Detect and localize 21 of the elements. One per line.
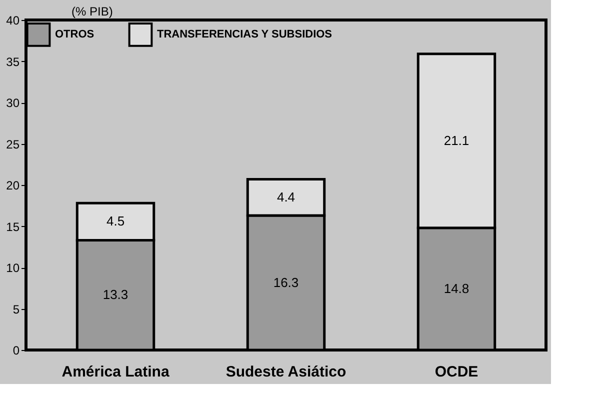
legend-label: TRANSFERENCIAS Y SUBSIDIOS bbox=[157, 28, 332, 41]
y-tick-label: 10 bbox=[6, 261, 20, 275]
y-tick-label: 0 bbox=[12, 344, 20, 358]
y-tick-label: 40 bbox=[6, 14, 20, 28]
data-label: 21.1 bbox=[444, 132, 470, 148]
y-axis-title: (% PIB) bbox=[72, 4, 113, 18]
y-tick-label: 15 bbox=[6, 220, 20, 234]
data-label: 16.3 bbox=[273, 274, 299, 290]
y-tick-label: 25 bbox=[6, 137, 20, 152]
y-tick-label: 20 bbox=[6, 178, 20, 192]
y-tick-label: 30 bbox=[6, 96, 20, 110]
x-tick-label: OCDE bbox=[434, 364, 478, 380]
y-tick-label: 35 bbox=[6, 54, 20, 69]
x-tick-label: Sudeste Asiático bbox=[226, 364, 346, 380]
data-label: 4.5 bbox=[106, 214, 125, 229]
data-label: 14.8 bbox=[444, 280, 470, 296]
y-tick-label: 5 bbox=[12, 302, 20, 316]
data-label: 4.4 bbox=[276, 189, 296, 204]
legend-label: OTROS bbox=[55, 28, 94, 41]
data-label: 13.3 bbox=[102, 287, 128, 302]
x-tick-label: América Latina bbox=[62, 364, 170, 380]
